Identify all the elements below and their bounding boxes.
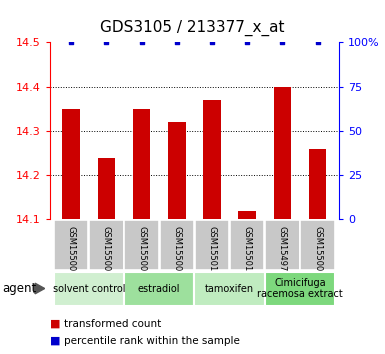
Point <box>68 40 74 45</box>
Text: GSM155008: GSM155008 <box>137 225 146 276</box>
Bar <box>97 158 115 219</box>
Bar <box>168 122 186 219</box>
Text: solvent control: solvent control <box>52 284 125 293</box>
Point <box>280 40 286 45</box>
Text: percentile rank within the sample: percentile rank within the sample <box>64 336 239 346</box>
Text: agent: agent <box>2 282 36 295</box>
Point <box>244 40 250 45</box>
Bar <box>124 272 194 306</box>
Point <box>103 40 109 45</box>
Text: transformed count: transformed count <box>64 319 161 329</box>
Bar <box>203 100 221 219</box>
FancyArrow shape <box>34 283 45 294</box>
Text: ■: ■ <box>50 336 60 346</box>
Bar <box>133 109 151 219</box>
Text: GSM155005: GSM155005 <box>313 225 322 276</box>
Text: GSM155012: GSM155012 <box>208 225 216 276</box>
Bar <box>230 220 264 270</box>
Bar <box>159 220 194 270</box>
Text: ■: ■ <box>50 319 60 329</box>
Text: Cimicifuga
racemosa extract: Cimicifuga racemosa extract <box>257 278 343 299</box>
Bar <box>124 220 159 270</box>
Bar <box>62 109 80 219</box>
Bar <box>300 220 335 270</box>
Point <box>315 40 321 45</box>
Point <box>209 40 215 45</box>
Text: GDS3105 / 213377_x_at: GDS3105 / 213377_x_at <box>100 19 285 36</box>
Bar <box>54 272 124 306</box>
Text: GSM154972: GSM154972 <box>278 225 287 276</box>
Bar <box>89 220 124 270</box>
Point <box>174 40 180 45</box>
Text: estradiol: estradiol <box>138 284 181 293</box>
Bar <box>309 149 326 219</box>
Text: GSM155009: GSM155009 <box>172 225 181 276</box>
Bar <box>54 220 89 270</box>
Bar <box>238 211 256 219</box>
Bar <box>265 220 300 270</box>
Text: GSM155007: GSM155007 <box>102 225 111 276</box>
Bar <box>194 272 265 306</box>
Bar <box>195 220 229 270</box>
Point <box>139 40 145 45</box>
Text: tamoxifen: tamoxifen <box>205 284 254 293</box>
Text: GSM155013: GSM155013 <box>243 225 252 276</box>
Bar <box>274 87 291 219</box>
Text: GSM155006: GSM155006 <box>67 225 76 276</box>
Bar <box>265 272 335 306</box>
